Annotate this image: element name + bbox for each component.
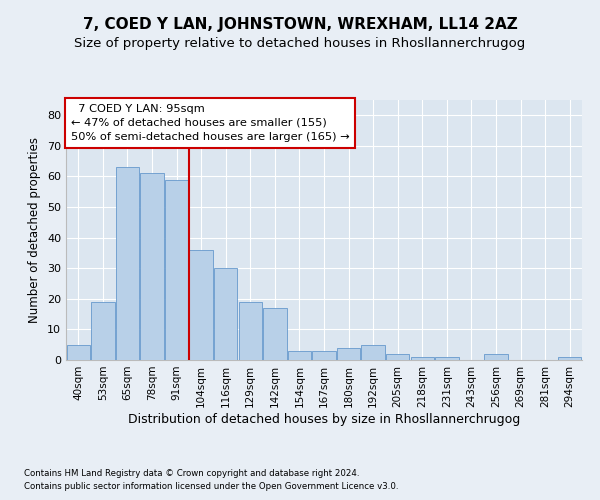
Bar (239, 302, 262, 360)
Text: Contains HM Land Registry data © Crown copyright and database right 2024.: Contains HM Land Registry data © Crown c… (24, 468, 359, 477)
Text: 7, COED Y LAN, JOHNSTOWN, WREXHAM, LL14 2AZ: 7, COED Y LAN, JOHNSTOWN, WREXHAM, LL14 … (83, 18, 517, 32)
Bar (361, 344, 385, 360)
Text: 7 COED Y LAN: 95sqm  
← 47% of detached houses are smaller (155)
50% of semi-det: 7 COED Y LAN: 95sqm ← 47% of detached ho… (71, 104, 350, 142)
Bar (558, 357, 581, 360)
Bar (288, 351, 311, 360)
Bar (313, 351, 335, 360)
Text: Size of property relative to detached houses in Rhosllannerchrugog: Size of property relative to detached ho… (74, 38, 526, 51)
Bar (386, 354, 409, 360)
Bar (337, 348, 360, 360)
Bar (67, 344, 90, 360)
Bar (484, 354, 508, 360)
Bar (165, 180, 188, 360)
X-axis label: Distribution of detached houses by size in Rhosllannerchrugog: Distribution of detached houses by size … (128, 412, 520, 426)
Bar (410, 357, 434, 360)
Bar (190, 250, 213, 360)
Bar (116, 168, 139, 360)
Y-axis label: Number of detached properties: Number of detached properties (28, 137, 41, 323)
Bar (91, 302, 115, 360)
Bar (214, 268, 238, 360)
Bar (435, 357, 458, 360)
Text: Contains public sector information licensed under the Open Government Licence v3: Contains public sector information licen… (24, 482, 398, 491)
Bar (140, 174, 164, 360)
Bar (263, 308, 287, 360)
